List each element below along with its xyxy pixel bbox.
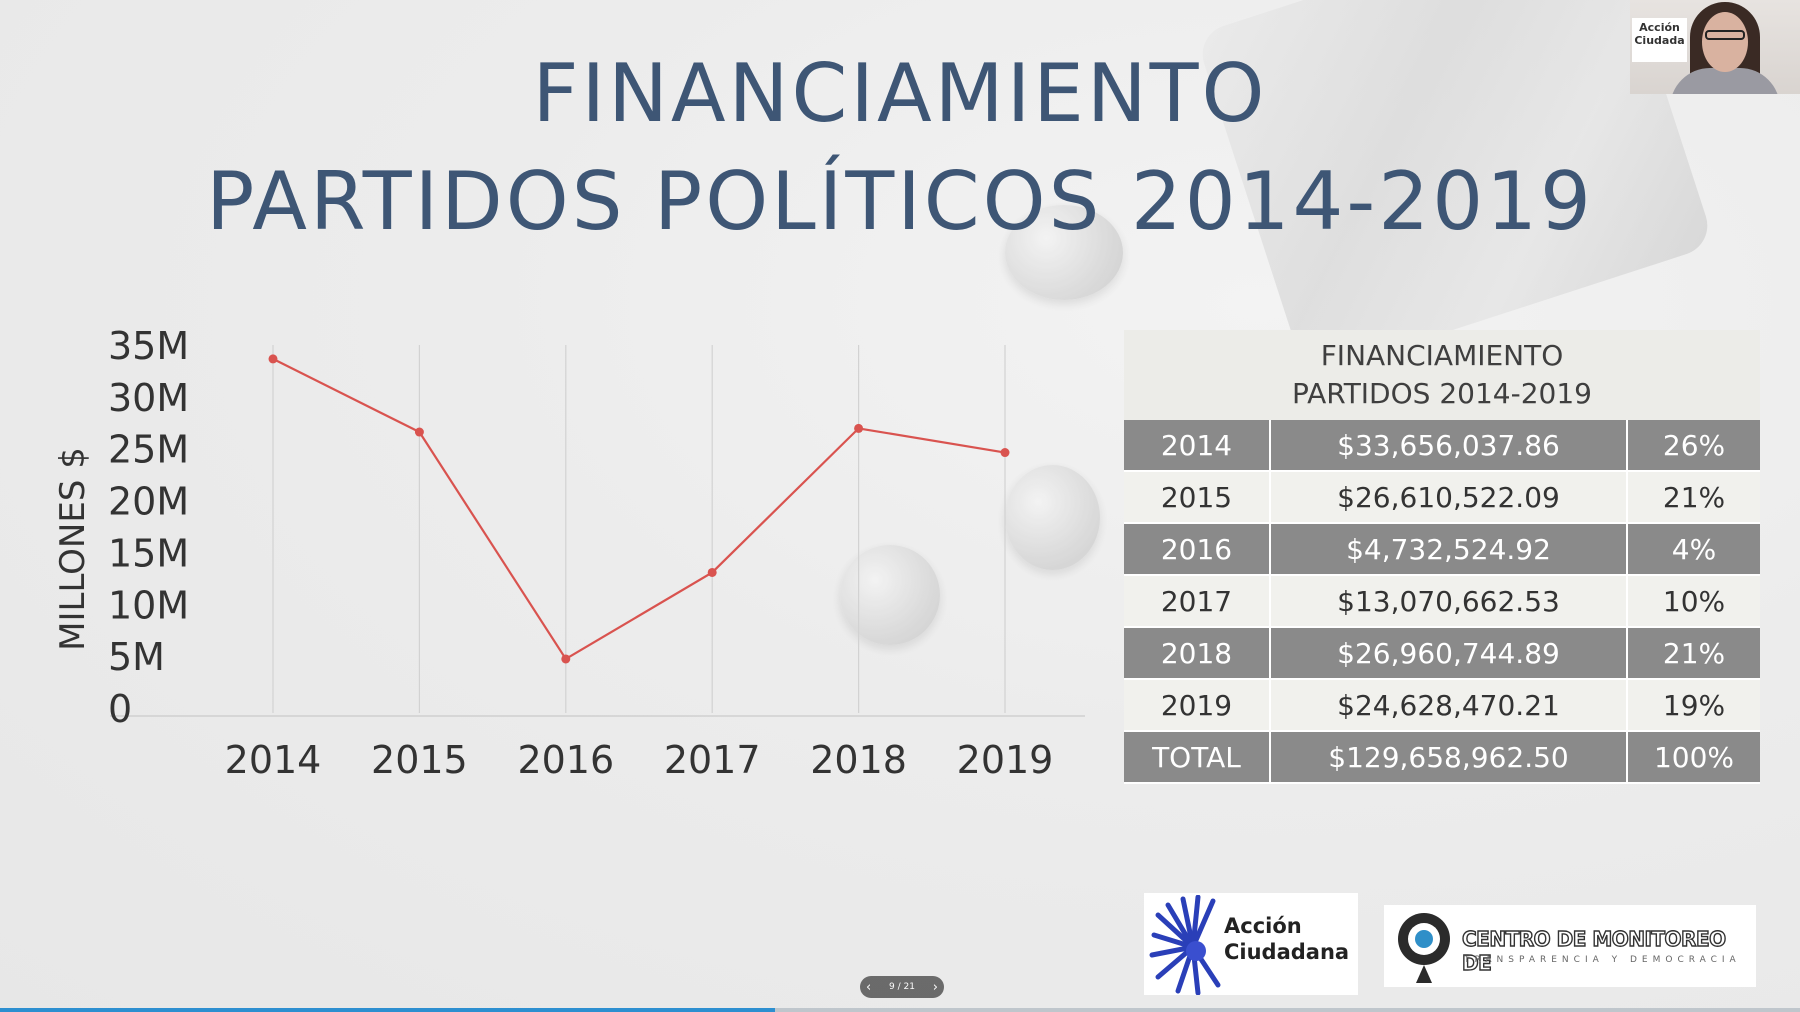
background-coin xyxy=(1005,205,1123,300)
chevron-left-icon[interactable]: ‹ xyxy=(866,979,872,995)
accion-ciudadana-emblem xyxy=(1149,895,1221,995)
x-tick-label: 2014 xyxy=(225,738,322,782)
slide-title-line2: PARTIDOS POLÍTICOS 2014-2019 xyxy=(206,155,1594,248)
data-point xyxy=(561,654,571,664)
line-chart: 0 5M 10M 15M 20M 25M 30M 35M MILLONES $ 2014 2015 2… xyxy=(53,324,1085,782)
table-row: TOTAL $129,658,962.50 100% xyxy=(1124,731,1760,784)
y-tick-label: 15M xyxy=(108,531,189,575)
y-tick-label: 30M xyxy=(108,376,189,420)
data-point xyxy=(414,427,424,437)
table-cell-amount: $129,658,962.50 xyxy=(1270,731,1628,784)
table-cell-percent: 10% xyxy=(1627,575,1760,628)
table-cell-percent: 4% xyxy=(1627,523,1760,576)
webcam-logo-card: Acción Ciudada xyxy=(1632,18,1687,62)
data-point xyxy=(268,354,278,364)
table-cell-amount: $26,960,744.89 xyxy=(1270,627,1628,680)
ciudadana-word: Ciudadana xyxy=(1224,940,1350,964)
table-cell-year: 2019 xyxy=(1124,679,1271,732)
video-progress-bar[interactable] xyxy=(0,1008,775,1012)
webcam-brand-line1: Acción xyxy=(1639,21,1680,34)
accion-word: Acción xyxy=(1224,914,1302,938)
table-cell-year: TOTAL xyxy=(1124,731,1271,784)
slide-title-line1: FINANCIAMIENTO xyxy=(532,47,1268,140)
table-cell-percent: 100% xyxy=(1627,731,1760,784)
table-cell-amount: $26,610,522.09 xyxy=(1270,471,1628,524)
table-cell-year: 2018 xyxy=(1124,627,1271,680)
x-tick-label: 2018 xyxy=(810,738,907,782)
webcam-video-feed: Acción Ciudada xyxy=(1630,0,1800,94)
table-cell-percent: 21% xyxy=(1627,471,1760,524)
presenter-glasses xyxy=(1705,30,1745,40)
table-cell-year: 2017 xyxy=(1124,575,1271,628)
background-coin xyxy=(840,545,940,645)
table-row: 2016 $4,732,524.92 4% xyxy=(1124,523,1760,576)
centro-monitoreo-subtitle: TRANSPARENCIA Y DEMOCRACIA xyxy=(1464,955,1741,965)
table-row: 2015 $26,610,522.09 21% xyxy=(1124,471,1760,524)
y-tick-label: 20M xyxy=(108,480,189,524)
y-tick-label: 5M xyxy=(108,635,165,679)
table-row: 2019 $24,628,470.21 19% xyxy=(1124,679,1760,732)
table-cell-amount: $13,070,662.53 xyxy=(1270,575,1628,628)
slide-title: FINANCIAMIENTO PARTIDOS POLÍTICOS 2014-2… xyxy=(0,40,1800,256)
table-cell-percent: 26% xyxy=(1627,420,1760,472)
table-header-line2: PARTIDOS 2014-2019 xyxy=(1292,377,1592,410)
slide-navigator: ‹ 9 / 21 › xyxy=(860,976,944,998)
table-cell-amount: $33,656,037.86 xyxy=(1270,420,1628,472)
table-row: 2014 $33,656,037.86 26% xyxy=(1124,420,1760,472)
centro-monitoreo-emblem xyxy=(1398,913,1450,983)
background-coin xyxy=(1005,465,1100,570)
data-point xyxy=(707,567,717,577)
table-row: 2017 $13,070,662.53 10% xyxy=(1124,575,1760,628)
financing-table: FINANCIAMIENTO PARTIDOS 2014-2019 2014 $3… xyxy=(1124,330,1760,784)
table-cell-year: 2015 xyxy=(1124,471,1271,524)
centro-monitoreo-title: CENTRO DE MONITOREO DE xyxy=(1461,926,1727,975)
x-tick-label: 2017 xyxy=(664,738,761,782)
table-cell-percent: 21% xyxy=(1627,627,1760,680)
table-cell-amount: $24,628,470.21 xyxy=(1270,679,1628,732)
table-body: 2014 $33,656,037.86 26% 2015 $26,610,522.09 2… xyxy=(1124,420,1760,784)
page-indicator: 9 / 21 xyxy=(889,982,915,992)
x-tick-label: 2019 xyxy=(957,738,1054,782)
x-tick-label: 2015 xyxy=(371,738,468,782)
table-cell-year: 2016 xyxy=(1124,523,1271,576)
series-line xyxy=(272,357,1006,661)
table-cell-year: 2014 xyxy=(1124,420,1271,472)
presenter-face xyxy=(1702,12,1748,72)
table-cell-percent: 19% xyxy=(1627,679,1760,732)
y-tick-label: 25M xyxy=(108,428,189,472)
y-tick-label: 0 xyxy=(108,687,132,731)
chevron-right-icon[interactable]: › xyxy=(932,979,938,995)
webcam-brand-line2: Ciudada xyxy=(1634,34,1685,47)
y-tick-label: 10M xyxy=(108,583,189,627)
video-progress-track[interactable] xyxy=(0,1008,1800,1012)
accion-ciudadana-logo: Acción Ciudadana xyxy=(1144,893,1358,995)
table-row: 2018 $26,960,744.89 21% xyxy=(1124,627,1760,680)
y-tick-label: 35M xyxy=(108,324,189,368)
centro-monitoreo-logo: CENTRO DE MONITOREO DE TRANSPARENCIA Y D… xyxy=(1384,905,1756,987)
x-tick-label: 2016 xyxy=(517,738,614,782)
table-cell-amount: $4,732,524.92 xyxy=(1270,523,1628,576)
data-point xyxy=(1000,448,1010,458)
table-header-line1: FINANCIAMIENTO xyxy=(1320,339,1564,372)
table-header: FINANCIAMIENTO PARTIDOS 2014-2019 xyxy=(1124,330,1760,420)
accion-ciudadana-text: Acción Ciudadana xyxy=(1224,913,1349,965)
y-axis-label: MILLONES $ xyxy=(53,447,93,651)
data-point xyxy=(854,423,864,433)
